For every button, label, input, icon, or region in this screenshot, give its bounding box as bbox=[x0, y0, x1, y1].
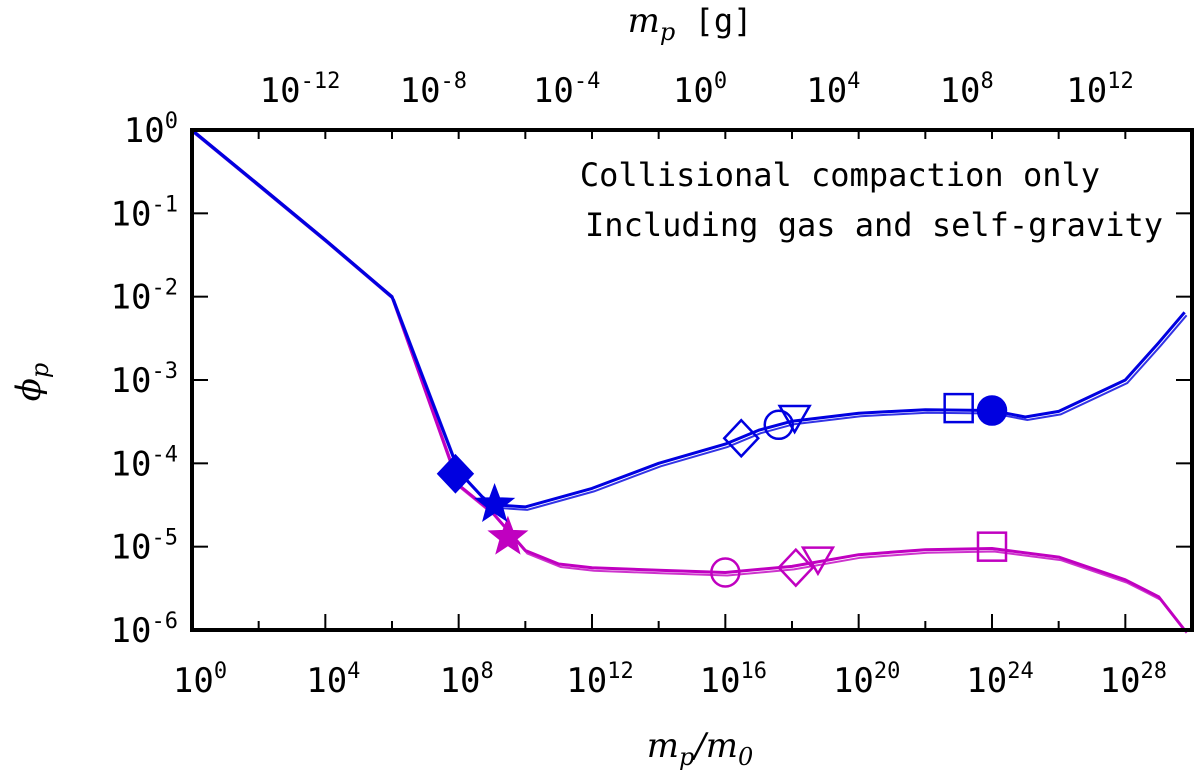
x2-axis-label: mp [g] bbox=[628, 1, 753, 46]
series-lines bbox=[191, 128, 1188, 634]
legend-entry-collisional: Collisional compaction only bbox=[580, 156, 1100, 194]
x-tick-label: 1016 bbox=[700, 659, 767, 701]
x2-tick-label: 100 bbox=[673, 69, 727, 111]
y-tick-label: 100 bbox=[124, 109, 178, 151]
x2-tick-label: 10-8 bbox=[400, 69, 467, 111]
marker-square bbox=[976, 531, 1008, 562]
legend-entry-gas-gravity: Including gas and self-gravity bbox=[585, 206, 1163, 244]
x-tick-label: 104 bbox=[306, 659, 360, 701]
marker-triangle-down bbox=[777, 404, 812, 435]
series-line-0 bbox=[191, 128, 1186, 631]
x-tick-label: 1024 bbox=[966, 659, 1033, 701]
series-line-1-alt bbox=[193, 132, 1188, 511]
y-tick-label: 10-1 bbox=[111, 192, 178, 234]
marker-star bbox=[474, 483, 516, 522]
tick-labels: 100 104 108 1012 1016 1020 1024 1028 10-12 10-8 10… bbox=[111, 69, 1168, 701]
x-tick-label: 1028 bbox=[1100, 659, 1167, 701]
y-tick-label: 10-2 bbox=[111, 276, 178, 318]
x-tick-label: 1020 bbox=[833, 659, 900, 701]
x-tick-label: 108 bbox=[440, 659, 494, 701]
x2-tick-label: 10-12 bbox=[260, 69, 341, 111]
marker-circle bbox=[710, 557, 741, 588]
x-tick-label: 100 bbox=[173, 659, 227, 701]
marker-diamond bbox=[777, 547, 815, 588]
marker-diamond bbox=[436, 453, 475, 494]
marker-triangle-down bbox=[800, 546, 836, 577]
y-tick-label: 10-3 bbox=[111, 359, 178, 401]
y-tick-label: 10-6 bbox=[111, 609, 178, 651]
x-tick-label: 1012 bbox=[566, 659, 633, 701]
y-axis-label: ϕp bbox=[9, 363, 54, 402]
marker-circle bbox=[976, 395, 1008, 426]
y-tick-label: 10-5 bbox=[111, 526, 178, 568]
plot-frame bbox=[190, 128, 1194, 632]
marker-star bbox=[487, 515, 529, 555]
marker-diamond bbox=[722, 418, 760, 459]
series-markers bbox=[436, 392, 1008, 588]
x-axis-label: mp/m0 bbox=[647, 726, 754, 771]
x2-tick-label: 10-4 bbox=[533, 69, 600, 111]
x2-tick-label: 108 bbox=[940, 69, 994, 111]
x2-tick-label: 1012 bbox=[1066, 69, 1133, 111]
x2-tick-label: 104 bbox=[806, 69, 860, 111]
marker-square bbox=[943, 392, 974, 424]
y-tick-label: 10-4 bbox=[111, 442, 178, 484]
legend: Collisional compaction only Including ga… bbox=[580, 156, 1163, 244]
marker-circle bbox=[763, 409, 794, 441]
